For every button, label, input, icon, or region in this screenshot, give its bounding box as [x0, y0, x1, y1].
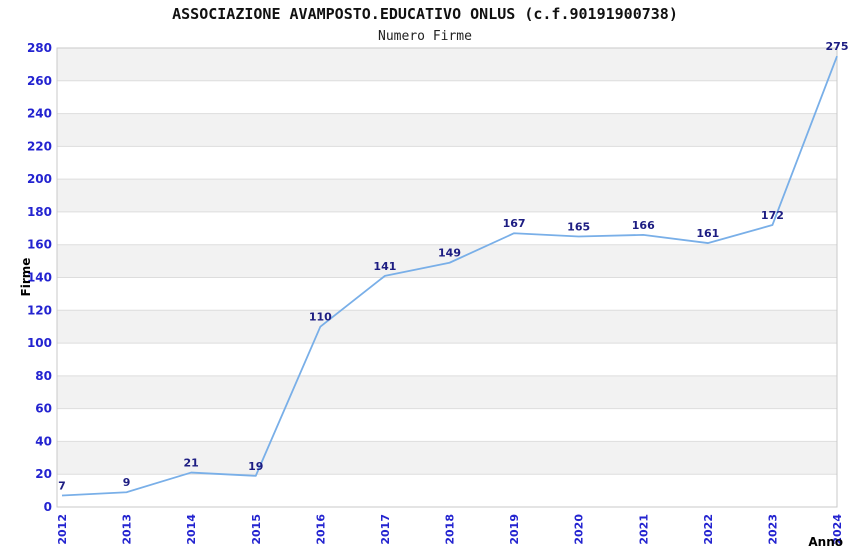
value-labels: 7 9 21 19 110 141 149 167 165 166 161 172 275: [58, 40, 848, 492]
x-tick-label: 2012: [56, 514, 69, 545]
x-tick-label: 2017: [379, 514, 392, 545]
plot-band: [57, 244, 837, 278]
data-point-label: 275: [826, 40, 849, 53]
plot-band: [57, 441, 837, 475]
plot-border: [56, 47, 838, 508]
y-tick-label: 180: [27, 205, 52, 219]
x-tick-label: 2021: [637, 514, 650, 545]
y-tick-label: 80: [35, 369, 52, 383]
plot-band: [57, 343, 837, 376]
data-point-label: 9: [123, 476, 131, 489]
plot-band: [57, 146, 837, 180]
y-tick-label: 200: [27, 172, 52, 186]
plot-gridlines: [57, 80, 837, 475]
data-point-label: 165: [567, 221, 590, 234]
data-point-label: 141: [373, 260, 396, 273]
chart-subtitle: Numero Firme: [378, 29, 472, 44]
y-tick-label: 260: [27, 74, 52, 88]
plot-band: [57, 408, 837, 442]
line-series: [61, 55, 838, 497]
plot-band: [57, 310, 837, 344]
data-point-label: 172: [761, 209, 784, 222]
chart-title: ASSOCIAZIONE AVAMPOSTO.EDUCATIVO ONLUS (…: [172, 5, 678, 23]
x-tick-label: 2015: [250, 514, 263, 545]
y-axis-tick-labels: 0 20 40 60 80 100 120 140 160 180 200 220 240 260 280: [27, 41, 52, 514]
y-tick-label: 60: [35, 402, 52, 416]
data-point-label: 167: [503, 217, 526, 230]
plot-band: [57, 48, 837, 81]
data-point-label: 21: [184, 457, 199, 470]
x-tick-label: 2022: [702, 514, 715, 545]
plot-band: [57, 80, 837, 114]
plot-band: [57, 474, 837, 507]
x-tick-label: 2018: [444, 514, 457, 545]
x-tick-label: 2014: [185, 514, 198, 545]
plot-bands: [57, 48, 837, 507]
x-axis-title: Anno: [808, 535, 843, 549]
plot-border-rect: [56, 47, 838, 508]
y-axis-title: Firme: [19, 258, 33, 297]
data-point-label: 110: [309, 311, 332, 324]
plot-band: [57, 277, 837, 311]
y-tick-label: 240: [27, 107, 52, 121]
plot-band: [57, 211, 837, 245]
data-point-label: 161: [696, 227, 719, 240]
x-tick-label: 2016: [314, 514, 327, 545]
plot-band: [57, 113, 837, 147]
x-axis-tick-labels: 2012 2013 2014 2015 2016 2017 2018 2019 2020 2021…: [56, 514, 844, 545]
x-tick-label: 2013: [121, 514, 134, 545]
series-line: [61, 55, 838, 497]
data-point-label: 166: [632, 219, 655, 232]
data-point-label: 149: [438, 247, 461, 260]
y-tick-label: 100: [27, 336, 52, 350]
x-tick-label: 2024: [831, 514, 844, 545]
x-tick-label: 2020: [573, 514, 586, 545]
data-point-label: 19: [248, 460, 263, 473]
y-tick-label: 120: [27, 303, 52, 317]
y-tick-label: 20: [35, 467, 52, 481]
y-tick-label: 280: [27, 41, 52, 55]
plot-band: [57, 179, 837, 212]
y-tick-label: 140: [27, 271, 52, 285]
plot-band: [57, 375, 837, 409]
y-tick-label: 0: [44, 500, 52, 514]
y-tick-label: 160: [27, 238, 52, 252]
y-tick-label: 220: [27, 139, 52, 153]
x-tick-label: 2019: [508, 514, 521, 545]
x-tick-label: 2023: [766, 514, 779, 545]
y-tick-label: 40: [35, 434, 52, 448]
data-point-label: 7: [58, 480, 66, 493]
